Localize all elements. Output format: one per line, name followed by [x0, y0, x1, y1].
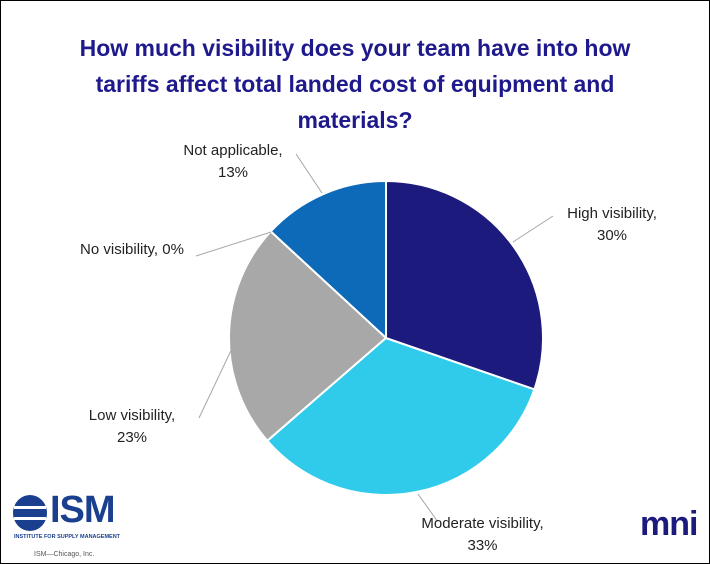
category-label: No visibility, [80, 241, 159, 258]
data-label: High visibility, 30% [552, 203, 672, 247]
data-label: No visibility, 0% [32, 239, 232, 261]
ism-subtitle: INSTITUTE FOR SUPPLY MANAGEMENT [14, 534, 121, 540]
category-label: Low visibility, [88, 407, 176, 424]
value-label: 13% [217, 164, 249, 181]
ism-text: ISM [50, 489, 116, 531]
value-label: 23% [116, 429, 148, 446]
ism-globe [13, 495, 47, 531]
pie-slice [269, 179, 387, 341]
chart-title: How much visibility does your team have … [79, 35, 631, 133]
leader-line [512, 215, 554, 243]
leader-line [198, 339, 237, 419]
data-label: Low visibility, 23% [76, 405, 188, 449]
mni-logo: mni [640, 505, 698, 543]
pie-slice [385, 179, 544, 391]
leader-lines [195, 153, 554, 523]
leader-line [195, 231, 272, 257]
ism-copyright: ISM—Chicago, Inc. [34, 551, 95, 558]
value-label: 30% [596, 227, 628, 244]
value-label: 0% [162, 241, 184, 258]
leader-line [417, 493, 439, 523]
pie-slice [265, 336, 536, 496]
category-label: Moderate visibility, [421, 515, 544, 532]
leader-line [295, 153, 323, 194]
data-label: Not applicable, 13% [173, 140, 293, 184]
pie-slice [228, 230, 388, 443]
data-label: Moderate visibility, 33% [420, 513, 545, 557]
category-label: High visibility, [567, 205, 657, 222]
category-label: Not applicable, [183, 142, 283, 159]
value-label: 33% [467, 537, 498, 554]
